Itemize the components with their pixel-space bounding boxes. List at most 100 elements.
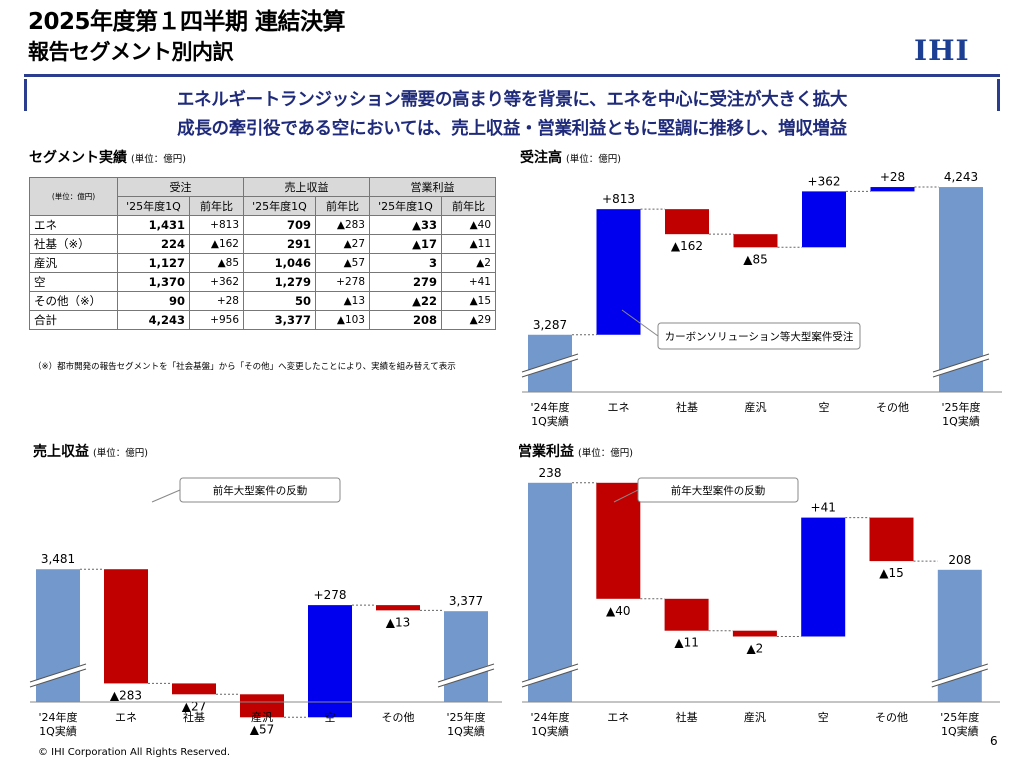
waterfall-bar	[172, 683, 216, 695]
chart-title-profit: 営業利益 (単位：億円)	[518, 444, 633, 460]
revenue-waterfall-chart: 3,481'24年度1Q実績▲283エネ▲27社基▲57産汎+278空▲13その…	[29, 477, 502, 738]
data-label: ▲162	[671, 239, 703, 253]
data-label: ▲27	[182, 699, 207, 713]
waterfall-bar	[801, 517, 846, 637]
axis-break-mark	[524, 354, 576, 377]
value-cell: 1,127	[117, 253, 190, 273]
waterfall-bar	[869, 517, 914, 562]
group-header-revenue: 売上収益	[243, 177, 370, 197]
axis-break-mark	[440, 664, 492, 687]
ihi-logo: IHI	[914, 34, 970, 67]
page-subtitle: 報告セグメント別内訳	[28, 40, 234, 64]
segment-table-unit: (単位：億円)	[131, 154, 186, 165]
sub-header: '25年度1Q	[243, 196, 316, 216]
category-label: 1Q実績	[941, 724, 979, 738]
group-header-profit: 営業利益	[369, 177, 496, 197]
table-row: 産汎 1,127 ▲85 1,046 ▲57 3 ▲2	[29, 253, 496, 273]
axis-break-line	[437, 668, 495, 688]
header-divider	[24, 74, 1000, 77]
category-label: 1Q実績	[447, 724, 485, 738]
value-cell: 3,377	[243, 310, 316, 330]
segment-name: 産汎	[29, 253, 118, 273]
value-cell: 1,046	[243, 253, 316, 273]
annotation-box	[179, 477, 341, 503]
chart-title-revenue: 売上収益 (単位：億円)	[33, 444, 148, 460]
table-row: その他（※） 90 +28 50 ▲13 ▲22 ▲15	[29, 291, 496, 311]
category-label: その他	[382, 711, 415, 724]
data-label: 4,243	[944, 170, 978, 184]
data-label: +28	[880, 170, 905, 184]
waterfall-bar	[870, 187, 915, 192]
category-label: エネ	[608, 401, 630, 414]
data-label: +278	[314, 588, 347, 602]
annotation-leader	[613, 489, 639, 503]
category-label: 空	[325, 710, 336, 724]
category-label: エネ	[607, 711, 629, 724]
segment-name: 空	[29, 272, 118, 292]
yoy-cell: ▲13	[315, 291, 370, 311]
waterfall-bar	[802, 191, 846, 248]
data-label: ▲85	[743, 252, 768, 266]
category-label: 産汎	[745, 400, 767, 414]
axis-break-line	[932, 353, 990, 373]
waterfall-bar	[240, 694, 284, 718]
waterfall-bar	[596, 482, 641, 599]
waterfall-bar	[528, 482, 572, 702]
yoy-cell: +278	[315, 272, 370, 292]
waterfall-bar	[104, 569, 148, 684]
waterfall-bar	[444, 611, 488, 702]
table-corner-unit: (単位：億円)	[29, 177, 118, 216]
headline-left-bar	[24, 79, 27, 111]
category-label: 1Q実績	[531, 414, 569, 428]
value-cell: 709	[243, 215, 316, 235]
value-cell: ▲22	[369, 291, 442, 311]
table-row: エネ 1,431 +813 709 ▲283 ▲33 ▲40	[29, 215, 496, 235]
page-title: 2025年度第１四半期 連結決算	[28, 9, 346, 35]
table-body: エネ 1,431 +813 709 ▲283 ▲33 ▲40 社基（※） 224 ▲162 291 ▲…	[29, 215, 496, 330]
category-label: 空	[818, 710, 829, 724]
waterfall-bar	[308, 605, 352, 718]
value-cell: 291	[243, 234, 316, 254]
yoy-cell: ▲103	[315, 310, 370, 330]
category-label: エネ	[115, 711, 137, 724]
table-row: 社基（※） 224 ▲162 291 ▲27 ▲17 ▲11	[29, 234, 496, 254]
yoy-cell: ▲27	[315, 234, 370, 254]
waterfall-bar	[376, 605, 420, 611]
yoy-cell: ▲40	[441, 215, 496, 235]
axis-break-mark	[935, 354, 987, 377]
yoy-cell: ▲57	[315, 253, 370, 273]
orders-waterfall-chart: 3,287'24年度1Q実績+813エネ▲162社基▲85産汎+362空+28そ…	[521, 170, 1002, 428]
data-label: ▲15	[879, 566, 904, 580]
table-subheader-row: '25年度1Q 前年比 '25年度1Q 前年比 '25年度1Q 前年比	[30, 196, 496, 216]
waterfall-bar	[665, 209, 709, 235]
yoy-cell: +41	[441, 272, 496, 292]
data-label: ▲40	[606, 604, 631, 618]
yoy-cell: ▲283	[315, 215, 370, 235]
data-label: 3,377	[449, 594, 483, 608]
table-row: 空 1,370 +362 1,279 +278 279 +41	[29, 272, 496, 292]
axis-break-line	[932, 358, 990, 378]
yoy-cell: ▲162	[189, 234, 244, 254]
value-cell: ▲17	[369, 234, 442, 254]
category-label: 社基	[183, 710, 205, 724]
sub-header: 前年比	[315, 196, 370, 216]
data-label: 3,287	[533, 318, 567, 332]
waterfall-bar	[596, 209, 641, 335]
value-cell: 1,279	[243, 272, 316, 292]
axis-break-mark	[32, 664, 84, 687]
data-label: +41	[811, 501, 836, 515]
category-label: '24年度	[38, 710, 77, 724]
sub-header: '25年度1Q	[117, 196, 190, 216]
value-cell: 208	[369, 310, 442, 330]
category-label: 社基	[676, 710, 698, 724]
segment-name: エネ	[29, 215, 118, 235]
yoy-cell: +28	[189, 291, 244, 311]
yoy-cell: ▲11	[441, 234, 496, 254]
category-label: その他	[875, 711, 908, 724]
axis-break-line	[521, 353, 579, 373]
axis-break-line	[931, 668, 988, 688]
table-row: 合計 4,243 +956 3,377 ▲103 208 ▲29	[29, 310, 496, 330]
segment-name: 社基（※）	[29, 234, 118, 254]
annotation-text: 前年大型案件の反動	[671, 484, 766, 497]
value-cell: 1,370	[117, 272, 190, 292]
